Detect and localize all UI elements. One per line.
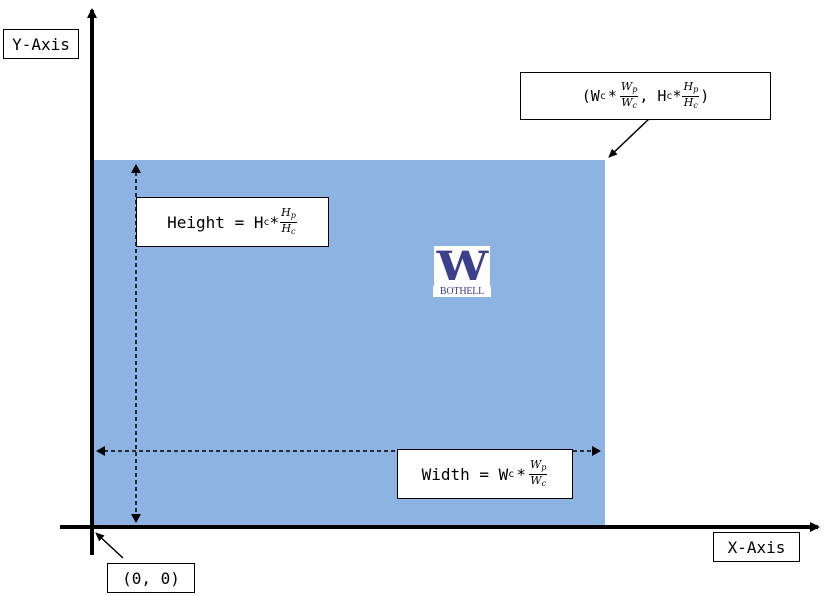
height-num: H — [281, 205, 291, 219]
corner-leader-arrow — [608, 117, 651, 158]
corner-hp-num: H — [683, 79, 694, 93]
corner-wp-num: W — [620, 79, 633, 93]
width-op: * — [516, 464, 526, 484]
origin-label: (0, 0) — [107, 563, 195, 593]
height-num-sub: p — [290, 210, 296, 220]
y-axis-label: Y-Axis — [3, 29, 79, 59]
logo-w-letter: W — [436, 243, 488, 290]
corner-h-letter: H — [657, 87, 667, 105]
width-fraction: Wp Wc — [528, 457, 548, 490]
corner-op-1: * — [607, 87, 617, 105]
corner-h-sub: c — [666, 90, 673, 102]
corner-fraction-h: Hp Hc — [682, 79, 700, 112]
height-op: * — [269, 212, 280, 232]
corner-fraction-w: Wp Wc — [619, 79, 639, 112]
corner-separator: , — [639, 87, 658, 105]
corner-wc-den: W — [621, 95, 633, 109]
corner-wp-sub: p — [632, 84, 638, 94]
corner-w-letter: W — [590, 87, 600, 105]
corner-open-paren: ( — [581, 87, 591, 105]
width-prefix: Width = W — [421, 464, 509, 484]
y-axis-label-text: Y-Axis — [12, 34, 70, 54]
origin-leader-arrow — [95, 532, 124, 559]
corner-hc-sub: c — [693, 100, 698, 110]
corner-op-2: * — [672, 87, 682, 105]
width-num: W — [529, 457, 542, 471]
x-axis-label: X-Axis — [713, 532, 800, 562]
width-sub-c: c — [508, 468, 515, 480]
height-den: H — [281, 221, 292, 235]
corner-hp-sub: p — [693, 84, 699, 94]
width-den-sub: c — [541, 478, 547, 488]
corner-hc-den: H — [683, 95, 694, 109]
corner-close-paren: ) — [700, 87, 710, 105]
x-axis-label-text: X-Axis — [727, 537, 786, 557]
uw-bothell-logo: W BOTHELL — [433, 246, 491, 302]
width-den: W — [530, 473, 542, 487]
corner-w-sub: c — [599, 90, 606, 102]
width-num-sub: p — [541, 462, 547, 472]
logo-text: BOTHELL — [433, 286, 491, 297]
height-den-sub: c — [291, 226, 296, 236]
logo-w-mark: W — [434, 243, 490, 290]
height-fraction: Hp Hc — [280, 205, 297, 238]
height-sub-c: c — [263, 216, 270, 228]
origin-label-text: (0, 0) — [122, 568, 180, 588]
height-prefix: Height = H — [167, 212, 264, 232]
corner-wc-sub: c — [632, 100, 637, 110]
